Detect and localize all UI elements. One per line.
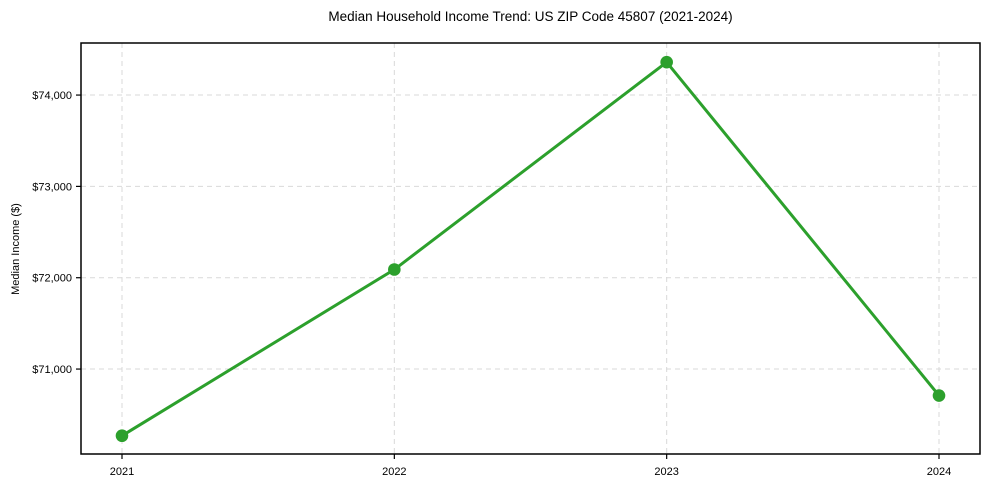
data-point-2023 (660, 55, 673, 69)
data-point-2021 (115, 429, 129, 443)
chart-title: Median Household Income Trend: US ZIP Co… (328, 9, 733, 24)
data-point-2022 (388, 263, 401, 276)
y-tick-label: $73,000 (32, 181, 72, 193)
y-tick-label: $74,000 (32, 90, 72, 102)
y-axis-title: Median Income ($) (10, 203, 22, 295)
data-point-2024 (932, 389, 946, 402)
x-tick-label: 2023 (654, 466, 678, 478)
x-tick-label: 2021 (110, 466, 134, 478)
y-tick-label: $71,000 (32, 364, 72, 376)
trend-line (120, 60, 941, 438)
y-tick-label: $72,000 (32, 273, 72, 285)
x-tick-label: 2024 (927, 466, 951, 478)
plot-border (80, 42, 981, 455)
x-tick-label: 2022 (382, 466, 406, 478)
